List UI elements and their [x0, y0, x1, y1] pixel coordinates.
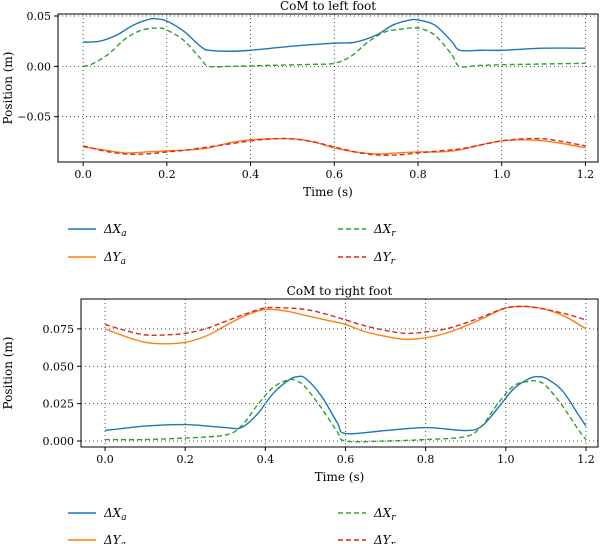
series-line-delta-x-a: [104, 375, 587, 435]
x-tick-label: 0.0: [74, 168, 92, 181]
x-tick-label: 0.6: [337, 453, 355, 466]
y-tick-label: 0.075: [43, 323, 75, 336]
legend-subscript: a: [121, 540, 126, 544]
series-group: [104, 305, 587, 443]
legend-subscript: a: [121, 513, 126, 523]
y-axis-label: Position (m): [1, 337, 15, 410]
x-tick-label: 1.0: [493, 168, 511, 181]
legend-name: ΔX: [373, 222, 392, 236]
legend-label: ΔYr: [373, 533, 396, 544]
legend-label: ΔXa: [103, 222, 127, 239]
series-group: [82, 17, 586, 156]
x-tick-label: 0.4: [257, 453, 275, 466]
legend-name: ΔY: [103, 533, 122, 544]
legend-name: ΔX: [103, 222, 122, 236]
legend-name: ΔX: [373, 506, 392, 520]
x-tick-label: 1.2: [577, 168, 595, 181]
legend-subscript: r: [391, 513, 396, 523]
legend-label: ΔXa: [103, 506, 127, 523]
x-tick-label: 0.4: [242, 168, 260, 181]
x-tick-label: 0.6: [326, 168, 344, 181]
x-tick-label: 0.2: [176, 453, 194, 466]
legend-subscript: a: [121, 229, 126, 239]
legend-subscript: a: [121, 257, 126, 267]
x-axis-label: Time (s): [303, 185, 353, 199]
plot-frame: [57, 13, 599, 163]
plot-frame: [80, 298, 599, 448]
legend-name: ΔY: [103, 250, 122, 264]
legend-name: ΔY: [373, 250, 392, 264]
legend-label: ΔYa: [103, 533, 126, 544]
x-tick-label: 1.2: [577, 453, 595, 466]
y-tick-label: 0.05: [27, 10, 52, 23]
x-axis-label: Time (s): [315, 470, 365, 484]
x-tick-label: 0.8: [409, 168, 427, 181]
chart-title: CoM to left foot: [280, 0, 376, 13]
x-tick-label: 0.2: [158, 168, 176, 181]
legend-label: ΔXr: [373, 506, 396, 523]
x-tick-label: 0.8: [417, 453, 435, 466]
series-line-delta-y-r: [82, 137, 586, 156]
series-line-delta-y-r: [104, 305, 587, 336]
legend-label: ΔXr: [373, 222, 396, 239]
series-line-delta-x-a: [83, 17, 586, 52]
x-tick-label: 1.0: [497, 453, 515, 466]
series-line-delta-x-r: [105, 378, 587, 443]
y-tick-label: −0.05: [17, 111, 51, 124]
chart-title: CoM to right foot: [287, 284, 393, 298]
legend-subscript: r: [391, 257, 396, 267]
legend-label: ΔYr: [373, 250, 396, 267]
legend-subscript: r: [391, 540, 396, 544]
legend-subscript: r: [391, 229, 396, 239]
x-tick-label: 0.0: [96, 453, 114, 466]
y-tick-label: 0.025: [43, 398, 75, 411]
legend-name: ΔY: [373, 533, 392, 544]
legend-label: ΔYa: [103, 250, 126, 267]
y-tick-label: 0.00: [27, 60, 52, 73]
chart-com-right-foot: CoM to right foot 0.0 0.2 0.4 0.6 0.8 1.0 1.2 0.…: [1, 284, 599, 544]
y-tick-label: 0.000: [43, 435, 75, 448]
y-tick-label: 0.050: [43, 360, 75, 373]
series-line-delta-x-r: [82, 27, 586, 68]
y-axis-label: Position (m): [1, 52, 15, 125]
series-line-delta-y-a: [104, 305, 587, 345]
legend-name: ΔX: [103, 506, 122, 520]
chart-com-left-foot: CoM to left foot 0.0 0.2 0.4 0.6 0.8 1.0 1.2 −0.…: [1, 0, 599, 267]
series-line-delta-y-a: [83, 137, 586, 155]
